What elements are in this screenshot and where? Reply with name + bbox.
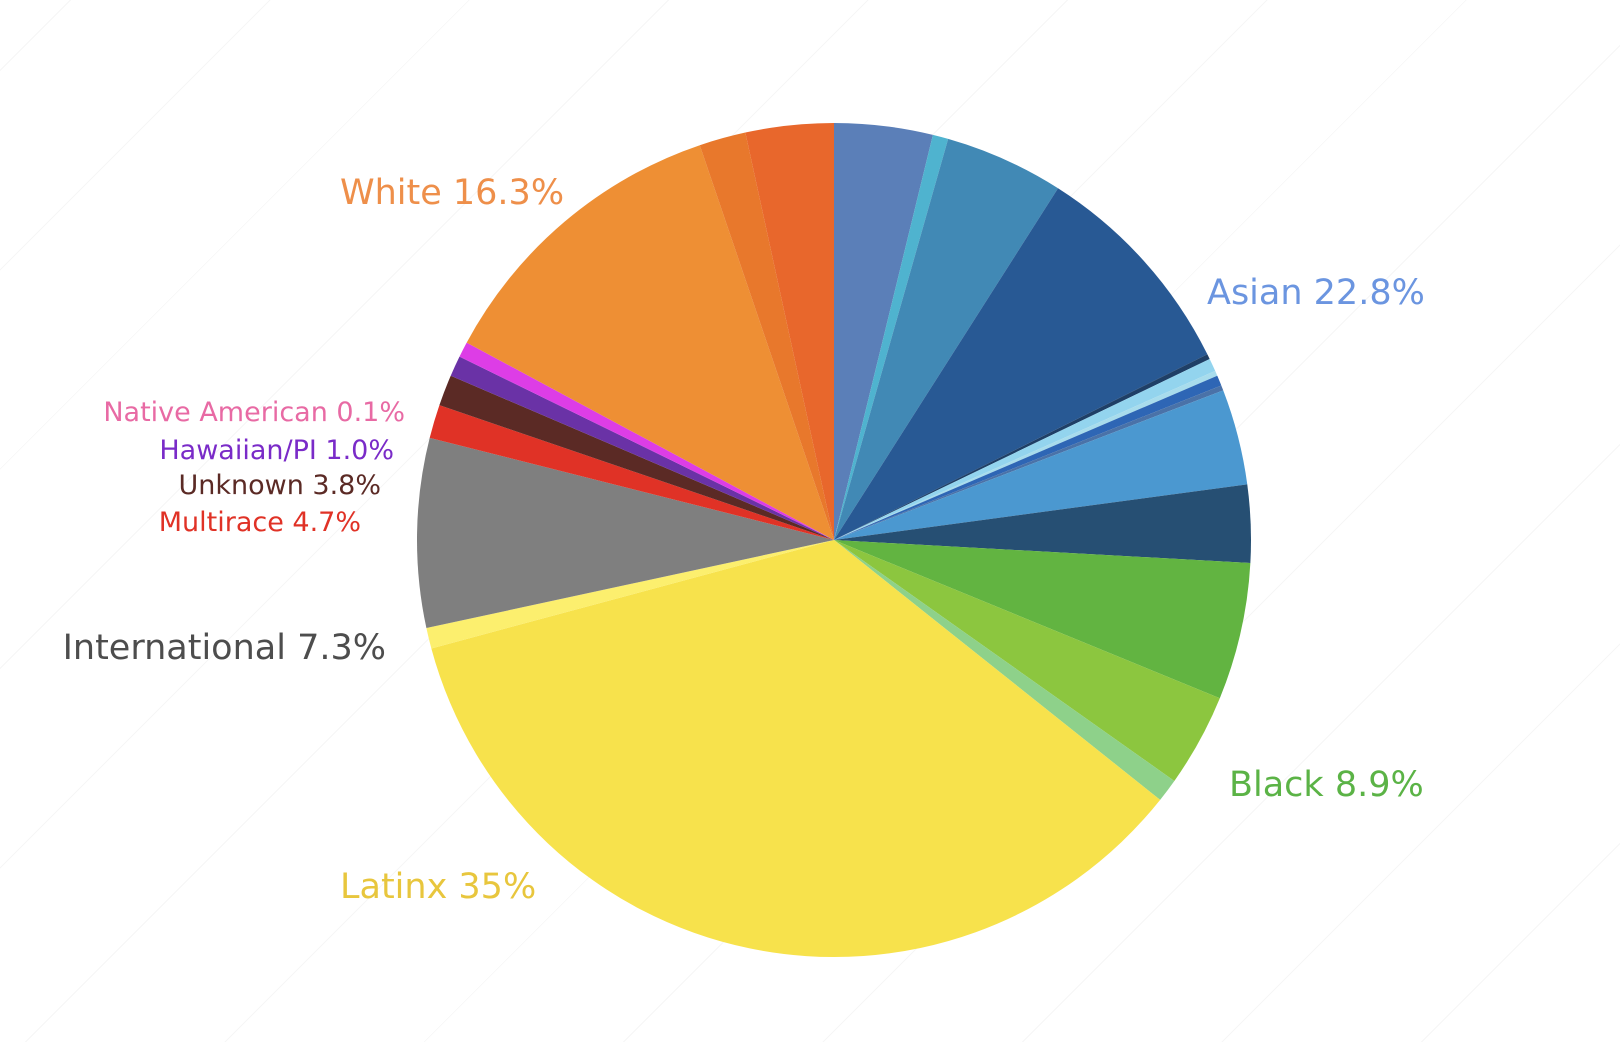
pie-slice-asian-2 bbox=[834, 138, 1059, 540]
pie-slice-white-23 bbox=[745, 123, 834, 540]
pie-slice-asian-6 bbox=[834, 370, 1218, 540]
pie-slice-asian-3 bbox=[834, 188, 1208, 540]
pie-slice-unknown-18 bbox=[439, 375, 834, 540]
label-asian: Asian 22.8% bbox=[1207, 273, 1425, 313]
label-multirace: Multirace 4.7% bbox=[159, 507, 361, 538]
pie-slice-native-american-20 bbox=[459, 342, 834, 540]
label-international: International 7.3% bbox=[63, 628, 386, 668]
label-native-american: Native American 0.1% bbox=[103, 397, 405, 428]
pie-slice-latinx-15 bbox=[426, 540, 834, 649]
pie-slice-white-21 bbox=[466, 145, 834, 540]
pie-slice-white-22 bbox=[699, 132, 834, 540]
pie-slice-asian-7 bbox=[834, 375, 1222, 540]
pie-slice-asian-0 bbox=[834, 123, 933, 540]
label-unknown: Unknown 3.8% bbox=[178, 470, 381, 501]
pie-slice-asian-9 bbox=[834, 390, 1248, 540]
pie-slice-asian-5 bbox=[834, 358, 1216, 540]
pie-slice-hawaiian-pi-19 bbox=[450, 356, 834, 540]
label-hawaiian-pi: Hawaiian/PI 1.0% bbox=[159, 435, 394, 466]
label-white: White 16.3% bbox=[340, 173, 564, 213]
pie-slice-multirace-17 bbox=[429, 405, 834, 540]
pie-slice-asian-4 bbox=[834, 354, 1210, 540]
pie-slice-latinx-14 bbox=[431, 540, 1161, 957]
pie-slice-asian-1 bbox=[834, 134, 949, 541]
pie-slice-asian-8 bbox=[834, 385, 1224, 540]
pie-slice-black-13 bbox=[834, 540, 1175, 800]
pie-slice-black-11 bbox=[834, 540, 1251, 699]
pie-slices bbox=[416, 123, 1251, 957]
label-black: Black 8.9% bbox=[1229, 765, 1424, 805]
pie-slice-international-16 bbox=[416, 437, 834, 629]
pie-slice-black-10 bbox=[834, 484, 1251, 563]
label-latinx: Latinx 35% bbox=[340, 867, 536, 907]
pie-slice-black-12 bbox=[834, 540, 1220, 781]
